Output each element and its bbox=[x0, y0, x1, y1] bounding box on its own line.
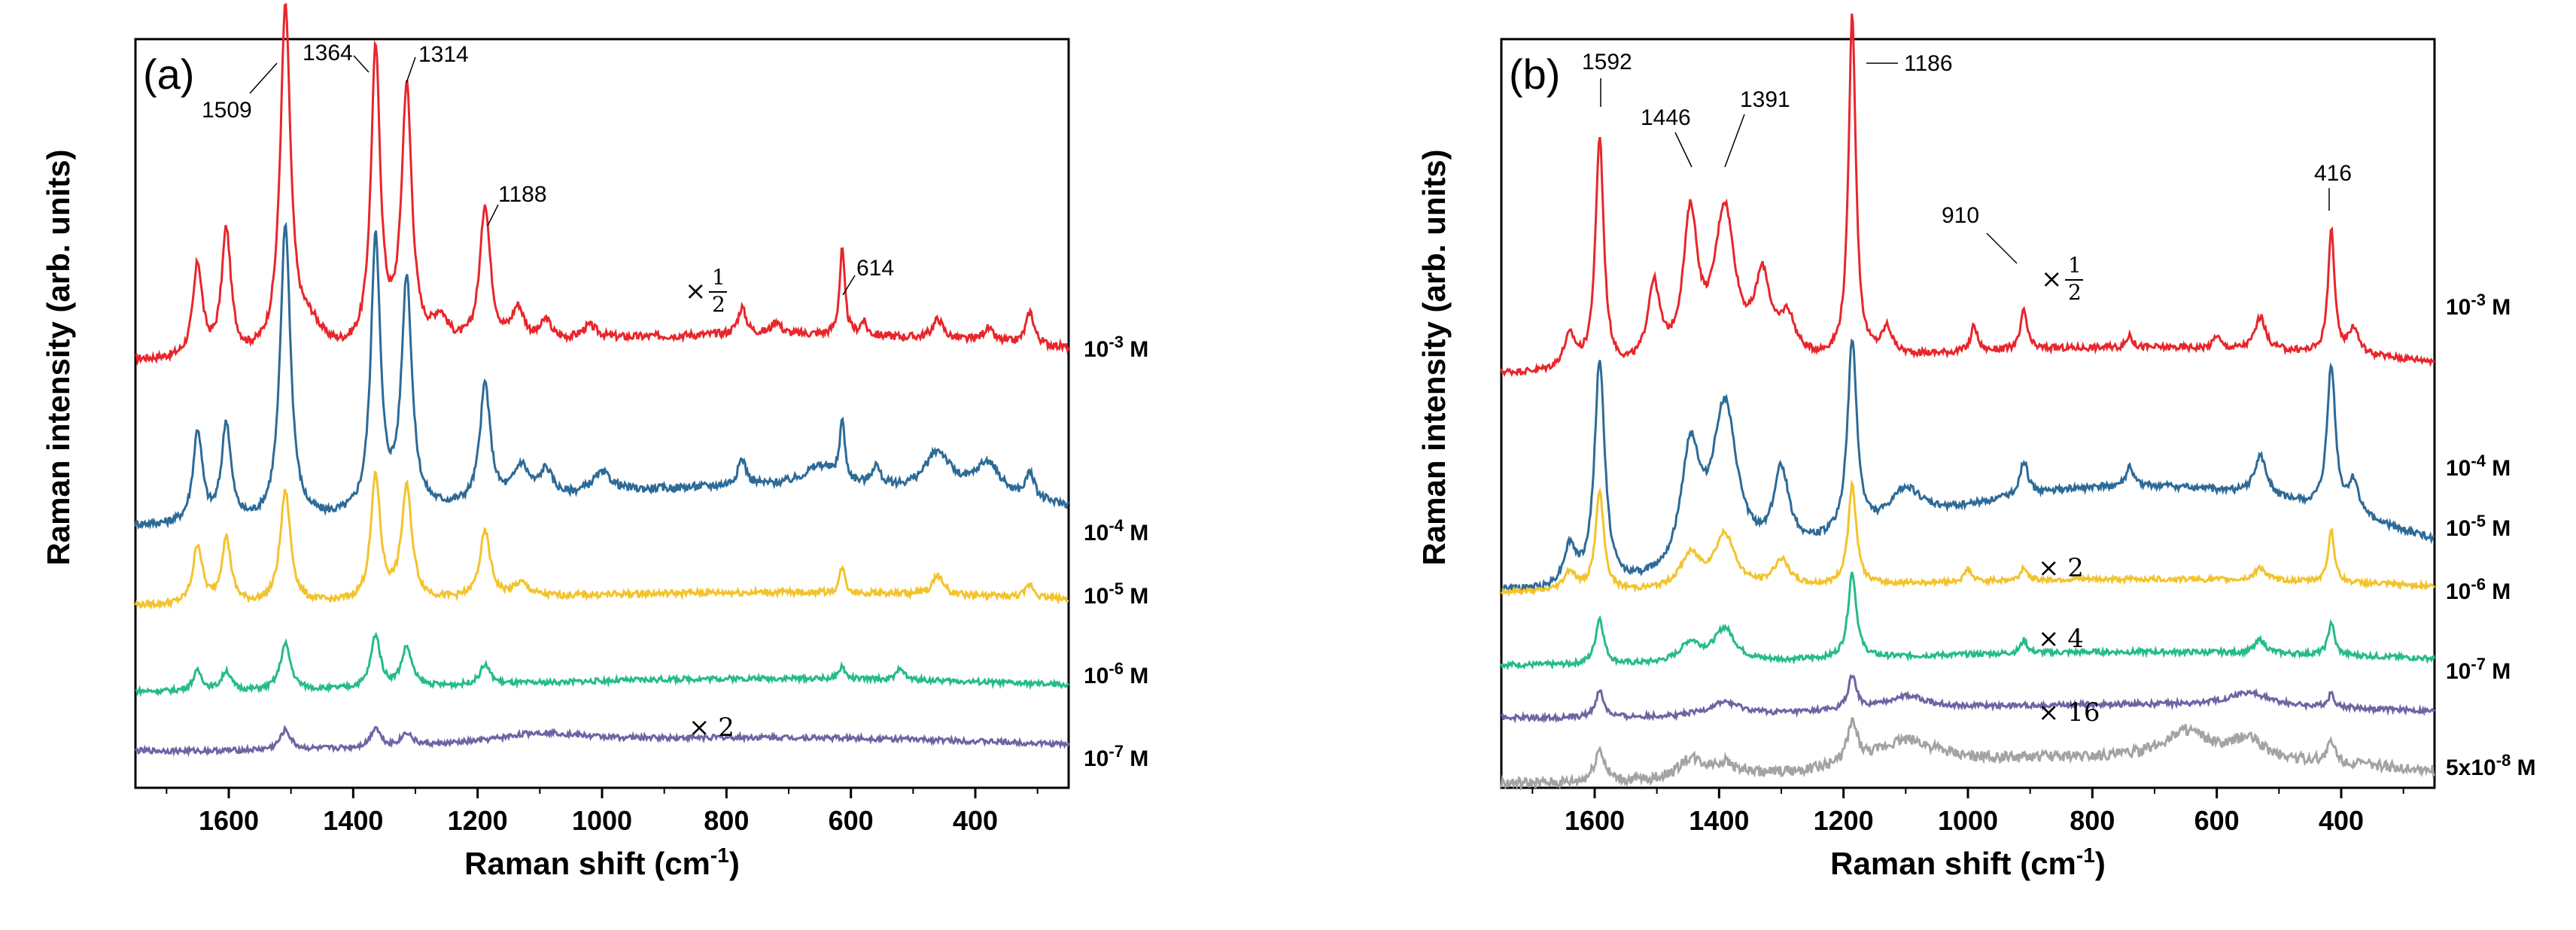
panel-b-xtick-label: 600 bbox=[2194, 805, 2240, 836]
panel-b-xtick-label: 800 bbox=[2070, 805, 2115, 836]
conc-b-1e-5: 10-5 M bbox=[2446, 512, 2511, 541]
conc-a-1e-7: 10-7 M bbox=[1084, 742, 1148, 771]
panel-a-series-10-7-m bbox=[134, 725, 1070, 758]
peak-label-910: 910 bbox=[1942, 203, 1979, 228]
peak-label-416: 416 bbox=[2314, 161, 2352, 186]
scale-x16-b: × 16 bbox=[2038, 698, 2100, 728]
panel-b-xtick-label: 1200 bbox=[1814, 805, 1874, 836]
peak-leader-1391 bbox=[1724, 114, 1745, 168]
panel-a-series-10-6-m bbox=[135, 631, 1070, 698]
conc-b-5e-8: 5x10-8 M bbox=[2446, 751, 2536, 780]
scale-half-a-num: 1 bbox=[712, 265, 725, 290]
panel-a-series-10-5-m bbox=[134, 470, 1069, 611]
conc-a-1e-6: 10-6 M bbox=[1084, 659, 1148, 688]
panel-b-peak-labels: 1592 1446 1391 1186 910 416 bbox=[1582, 50, 2352, 264]
peak-leader-1188 bbox=[487, 204, 499, 226]
panel-a-xticks: 1600 1400 1200 1000 800 600 400 bbox=[166, 788, 1039, 836]
panel-a: Raman intensity (arb. units) 1600 1400 120… bbox=[41, 2, 1148, 881]
panel-a-xtick-label: 1400 bbox=[323, 805, 383, 836]
panel-b-series-10-4-m bbox=[1501, 338, 2435, 594]
scale-half-b-x: × bbox=[2041, 264, 2063, 294]
panel-a-series-10-4-m bbox=[134, 221, 1070, 530]
peak-label-1364: 1364 bbox=[303, 41, 353, 65]
panel-a-xtick-label: 400 bbox=[953, 805, 998, 836]
panel-a-xtick-label: 800 bbox=[704, 805, 749, 836]
peak-leader-1314 bbox=[406, 56, 416, 84]
scale-half-a-x: × bbox=[685, 276, 707, 306]
panel-a-conc-labels: 10-3 M 10-4 M 10-5 M 10-6 M 10-7 M bbox=[1084, 333, 1148, 771]
scale-x2-a: × 2 bbox=[689, 713, 734, 743]
peak-label-1509: 1509 bbox=[202, 98, 252, 123]
scale-half-b-den: 2 bbox=[2068, 280, 2082, 305]
panel-a-ylabel: Raman intensity (arb. units) bbox=[41, 149, 76, 565]
peak-leader-614 bbox=[842, 275, 856, 296]
peak-leader-1364 bbox=[353, 55, 370, 73]
panel-b-xtick-label: 1600 bbox=[1565, 805, 1625, 836]
panel-a-xtick-label: 1000 bbox=[572, 805, 632, 836]
peak-label-614: 614 bbox=[856, 256, 894, 281]
peak-leader-910 bbox=[1986, 232, 2018, 264]
panel-a-series-group bbox=[134, 2, 1070, 758]
conc-a-1e-3: 10-3 M bbox=[1084, 333, 1148, 362]
peak-leader-1509 bbox=[249, 62, 278, 94]
conc-b-1e-7: 10-7 M bbox=[2446, 655, 2511, 684]
panel-b-series-10-7-m bbox=[1501, 673, 2436, 724]
panel-b-xlabel: Raman shift (cm-1) bbox=[1830, 843, 2106, 881]
panel-a-xlabel: Raman shift (cm-1) bbox=[464, 843, 740, 881]
panel-b-xtick-label: 1400 bbox=[1689, 805, 1749, 836]
conc-b-1e-6: 10-6 M bbox=[2446, 575, 2511, 604]
panel-b: Raman intensity (arb. units) 1600 1400 120… bbox=[1416, 14, 2536, 881]
scale-half-a-den: 2 bbox=[712, 292, 725, 317]
panel-b-xticks: 1600 1400 1200 1000 800 600 400 bbox=[1531, 788, 2404, 836]
panel-b-series-10-3-m bbox=[1500, 14, 2436, 378]
panel-b-xtick-label: 1000 bbox=[1938, 805, 1998, 836]
panel-b-xtick-label: 400 bbox=[2319, 805, 2364, 836]
panel-b-series-5x10-8-m bbox=[1500, 717, 2436, 791]
panel-a-xtick-label: 1200 bbox=[448, 805, 508, 836]
panel-b-frame bbox=[1500, 38, 2436, 789]
panel-b-ylabel: Raman intensity (arb. units) bbox=[1416, 149, 1452, 565]
panel-a-scale-labels: × 1 2 × 2 bbox=[685, 265, 734, 743]
peak-label-1188: 1188 bbox=[498, 182, 547, 207]
peak-label-1314: 1314 bbox=[418, 42, 469, 67]
peak-label-1446: 1446 bbox=[1641, 105, 1691, 130]
panel-b-scale-labels: × 1 2 × 2 × 4 × 16 bbox=[2038, 253, 2100, 728]
panel-b-label: (b) bbox=[1509, 50, 1560, 98]
conc-a-1e-5: 10-5 M bbox=[1084, 579, 1148, 609]
panel-b-conc-labels: 10-3 M 10-4 M 10-5 M 10-6 M 10-7 M 5x10-… bbox=[2446, 290, 2536, 780]
peak-label-1391: 1391 bbox=[1740, 87, 1790, 112]
panel-b-series-group bbox=[1500, 14, 2436, 791]
conc-a-1e-4: 10-4 M bbox=[1084, 516, 1148, 546]
panel-a-label: (a) bbox=[143, 50, 194, 98]
scale-x2-b: × 2 bbox=[2038, 553, 2084, 583]
panel-b-series-10-5-m bbox=[1500, 479, 2436, 597]
panel-a-xtick-label: 600 bbox=[829, 805, 874, 836]
panel-b-series-10-6-m bbox=[1500, 571, 2436, 671]
conc-b-1e-3: 10-3 M bbox=[2446, 290, 2511, 320]
scale-x4-b: × 4 bbox=[2038, 624, 2084, 654]
peak-leader-1446 bbox=[1674, 132, 1692, 168]
panel-a-series-10-3-m bbox=[135, 2, 1070, 366]
panel-a-xtick-label: 1600 bbox=[199, 805, 259, 836]
peak-label-1592: 1592 bbox=[1582, 50, 1632, 74]
conc-b-1e-4: 10-4 M bbox=[2446, 451, 2511, 481]
scale-half-b-num: 1 bbox=[2068, 253, 2082, 278]
peak-label-1186: 1186 bbox=[1904, 51, 1953, 76]
panel-a-peak-labels: 1509 1364 1314 1188 614 bbox=[202, 41, 894, 296]
